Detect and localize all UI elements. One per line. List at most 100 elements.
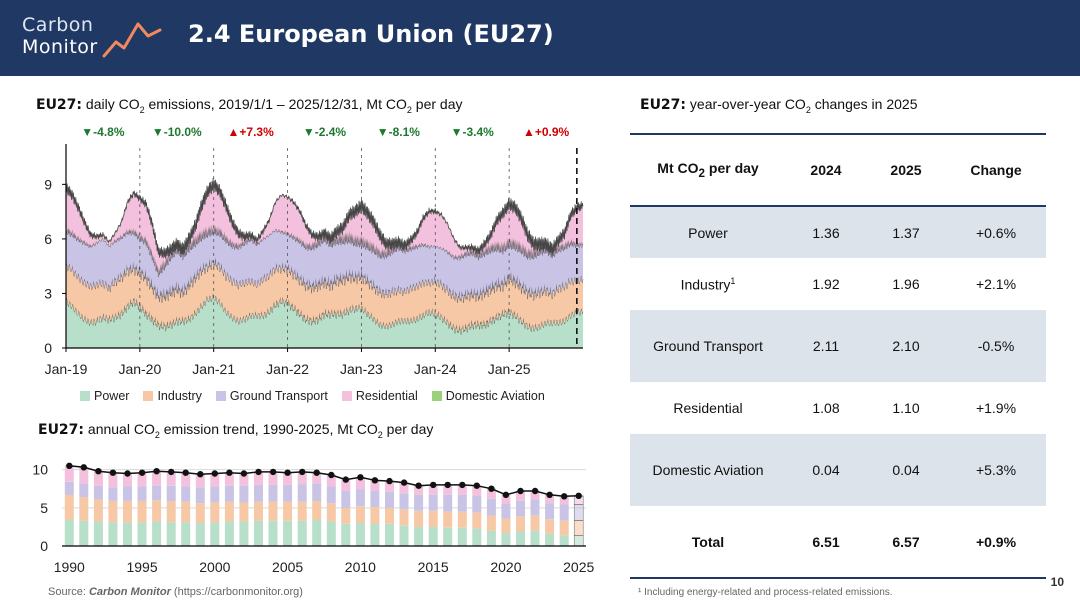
y-tick-label: 9	[44, 176, 52, 192]
logo-text-monitor: Monitor	[22, 36, 98, 58]
area-residential	[66, 178, 583, 278]
bar-industry	[341, 507, 351, 524]
source-url[interactable]: (https://carbonmonitor.org)	[170, 586, 303, 598]
bar-residential	[210, 474, 220, 487]
bar-residential	[239, 473, 249, 486]
bar-power	[166, 522, 176, 546]
bar-residential	[93, 471, 103, 486]
total-point	[502, 491, 510, 498]
bar-ground-transport	[530, 499, 540, 516]
bar-power	[93, 521, 103, 546]
bar-industry	[385, 507, 394, 524]
yoy-changes-table: Mt CO2 per day 2024 2025 Change Power 1.…	[630, 133, 1046, 579]
bar-residential	[385, 481, 394, 492]
daily-emissions-chart: 0 3 6 9 Jan-19 Jan-20 Jan-21 Jan-22 Jan-23 Jan-24…	[44, 125, 584, 377]
bar-ground-transport	[486, 498, 496, 516]
header-bar: Carbon Monitor 2.4 European Union (EU27)	[0, 0, 1080, 76]
annual-title-sub2: 2	[377, 429, 383, 440]
daily-area-layers	[65, 177, 584, 348]
bar-industry	[224, 501, 234, 522]
daily-annotations: ▼-4.8% ▼-10.0% ▲+7.3% ▼-2.4% ▼-8.1% ▼-3.4% ▲+0…	[81, 125, 569, 139]
bar-ground-transport	[224, 485, 234, 502]
row-2024: 0.04	[786, 434, 866, 506]
bar-ground-transport	[181, 486, 191, 502]
total-point	[211, 470, 218, 477]
bar-residential	[195, 474, 205, 488]
bar-power	[370, 523, 380, 546]
header-2025: 2025	[866, 133, 946, 207]
bar-industry	[297, 501, 307, 521]
bar-residential	[428, 484, 438, 495]
bar-ground-transport	[137, 486, 147, 501]
bar-power	[355, 523, 365, 546]
bar-residential	[414, 485, 424, 495]
annual-bars	[64, 465, 584, 547]
row-2025: 2.10	[866, 310, 946, 382]
bar-industry	[254, 501, 263, 521]
bar-industry	[472, 512, 482, 529]
bar-ground-transport	[472, 495, 482, 513]
yoy-annotation: ▼-4.8%	[81, 125, 125, 139]
bar-residential	[545, 494, 555, 504]
bar-industry	[195, 503, 205, 524]
yoy-annotation: ▼-10.0%	[152, 125, 202, 139]
bar-ground-transport	[573, 504, 584, 521]
total-point	[444, 481, 451, 489]
legend-swatch	[431, 391, 442, 401]
bar-residential	[108, 472, 118, 488]
x-tick-label: Jan-23	[340, 361, 383, 377]
table-footnote: ¹ Including energy-related and process-r…	[638, 587, 893, 598]
header-change: Change	[946, 133, 1046, 207]
bar-industry	[370, 507, 380, 524]
bar-residential	[297, 471, 307, 485]
table-total-row: Total 6.51 6.57 +0.9%	[630, 506, 1046, 579]
legend-swatch	[143, 391, 154, 401]
yoy-annotation: ▲+0.9%	[523, 125, 570, 139]
table-row: Residential 1.08 1.10 +1.9%	[630, 382, 1046, 434]
total-point	[284, 469, 291, 476]
x-tick-label: 2025	[563, 559, 594, 575]
annual-title-sub: 2	[154, 429, 160, 440]
legend-item: Industry	[143, 389, 202, 403]
bar-power	[254, 520, 263, 546]
area-ground-transport	[66, 224, 583, 303]
total-point	[415, 482, 422, 489]
total-point	[488, 485, 495, 492]
row-name: Ground Transport	[653, 338, 763, 354]
annual-gridlines	[62, 469, 586, 509]
total-point	[240, 470, 248, 477]
total-point	[124, 470, 131, 477]
bar-residential	[268, 471, 278, 485]
bar-power	[297, 520, 307, 546]
table-title-post: year-over-year CO	[686, 96, 806, 112]
bar-industry	[530, 515, 540, 531]
bar-residential	[472, 485, 482, 496]
bar-power	[472, 528, 482, 546]
total-point	[328, 471, 335, 479]
row-2025: 0.04	[866, 434, 946, 506]
x-tick-label: 2005	[272, 559, 303, 575]
bar-power	[501, 533, 511, 546]
bar-power	[573, 535, 584, 547]
row-label: Ground Transport	[630, 310, 786, 382]
bar-power	[443, 527, 453, 546]
bar-industry	[573, 520, 584, 536]
bar-residential	[224, 472, 234, 486]
area-power	[66, 293, 583, 348]
bar-power	[64, 520, 74, 546]
table-row: Power 1.36 1.37 +0.6%	[630, 206, 1046, 258]
daily-title-sub: 2	[139, 104, 145, 115]
row-name: Residential	[673, 400, 743, 416]
bar-industry	[166, 500, 176, 523]
bar-residential	[399, 482, 409, 494]
total-point	[473, 482, 480, 489]
bar-industry	[399, 509, 409, 526]
table-title: EU27: year-over-year CO2 changes in 2025	[640, 96, 917, 115]
daily-title-region: EU27:	[36, 97, 83, 113]
carbon-monitor-logo[interactable]: Carbon Monitor	[20, 12, 170, 64]
bar-residential	[559, 496, 569, 505]
bar-ground-transport	[268, 484, 278, 502]
header-2024: 2024	[786, 133, 866, 207]
bar-ground-transport	[326, 486, 336, 504]
row-change: +2.1%	[975, 276, 1017, 292]
